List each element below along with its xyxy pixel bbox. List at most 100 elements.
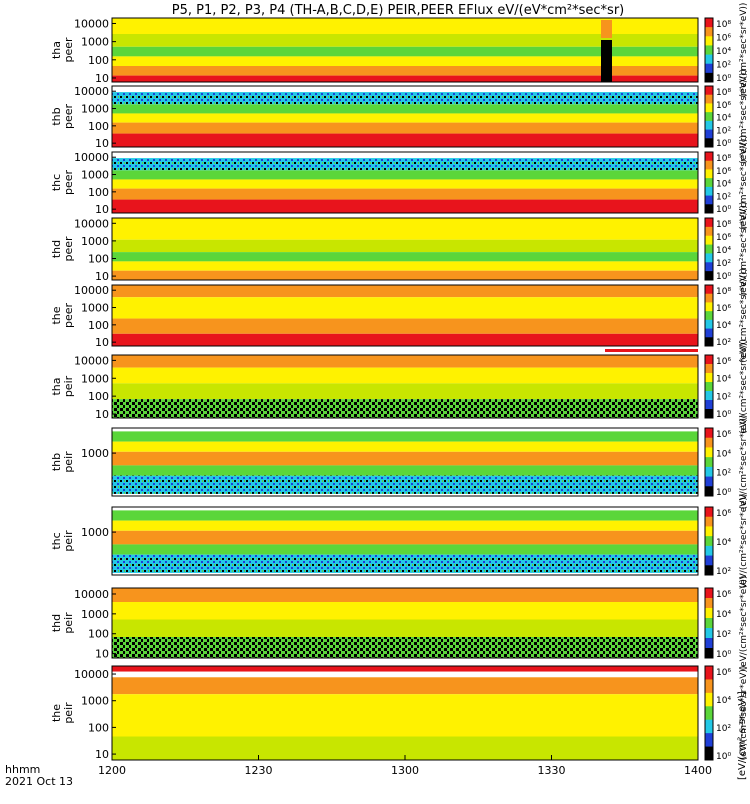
y-tick-label: 10 [95, 270, 109, 283]
spectrum-band [112, 619, 698, 637]
panel-label-line2: peer [62, 104, 75, 130]
colorbar-frame [704, 354, 714, 419]
colorbar-frame [704, 587, 714, 659]
spectrum-band [112, 520, 698, 531]
panel-the-peer: 10000 1000 100 10 the peer 10⁸ 10⁶ 10⁴ 10² (eV/(cm… [50, 268, 749, 363]
colorbar-segment [705, 545, 713, 557]
colorbar-segment [705, 598, 713, 609]
colorbar-tick-label: 10⁰ [716, 650, 731, 660]
colorbar-tick-label: 10⁴ [716, 696, 731, 706]
colorbar-segment [705, 746, 713, 761]
colorbar-units: (eV/(cm²*sec*sr*eV)) [739, 666, 749, 761]
spectrum-band [112, 736, 698, 760]
colorbar-segment [705, 555, 713, 566]
spectrum-band [112, 270, 698, 280]
colorbar-segment [705, 536, 713, 547]
colorbar-units-label: [eV/(cm²-s-sr-eV)] [737, 691, 748, 780]
colorbar-segment [705, 648, 713, 659]
colorbar-segment [705, 186, 713, 197]
panel-frame [111, 284, 699, 347]
colorbar-tick-label: 10² [716, 61, 731, 71]
panel-label-line1: thc [50, 532, 63, 549]
y-tick-label: 100 [88, 721, 109, 734]
spectrum-band [112, 637, 698, 658]
colorbar-tick-label: 10⁴ [716, 114, 731, 124]
spectrum-band [112, 66, 698, 76]
colorbar-tick-label: 10² [716, 724, 731, 734]
colorbar: 10⁸ 10⁶ 10⁴ 10² (eV/(cm²*sec*sr*eV)) [704, 268, 749, 363]
colorbar-segment [705, 638, 713, 649]
colorbar-segment [705, 382, 713, 392]
colorbar-segment [705, 138, 713, 148]
colorbar-segment [705, 409, 713, 419]
panel-frame [111, 427, 699, 497]
colorbar-tick-label: 10² [716, 567, 731, 577]
y-tick-label: 1000 [81, 526, 109, 539]
colorbar-units: (eV/(cm²*sec*sr*eV)) [739, 135, 749, 230]
spectrum-band [112, 493, 698, 496]
panel-frame [111, 217, 699, 281]
spectrum-band [112, 465, 698, 476]
colorbar-segment [705, 18, 713, 28]
colorbar-tick-label: 10² [716, 338, 731, 348]
colorbar-segment [705, 328, 713, 338]
colorbar-segment [705, 72, 713, 83]
colorbar-segment [705, 120, 713, 131]
panel-thd-peir: 10000 1000 100 10 thd peir 10⁶ 10⁴ 10² 10⁰ (eV/(cm… [50, 576, 749, 671]
panel-label-line1: thd [50, 240, 63, 258]
panel-tha-peir: 10000 1000 100 10 tha peir 10⁶ 10⁴ 10² 10⁰ (eV/(cm… [50, 339, 749, 434]
colorbar-segment [705, 476, 713, 487]
colorbar-segment [705, 516, 713, 527]
spectrum-band [112, 56, 698, 66]
colorbar-tick-label: 10⁰ [716, 488, 731, 498]
panel-frame [111, 151, 699, 214]
colorbar-tick-label: 10⁴ [716, 375, 731, 385]
colorbar-frame [704, 506, 714, 576]
colorbar-segment [705, 486, 713, 497]
y-tick-label: 1000 [81, 235, 109, 248]
spectrum-band [112, 475, 698, 494]
colorbar-segment [705, 27, 713, 37]
colorbar-tick-label: 10⁰ [716, 752, 731, 762]
spectrum-band [112, 694, 698, 737]
colorbar-tick-label: 10⁸ [716, 287, 731, 297]
colorbar-tick-label: 10⁴ [716, 47, 731, 57]
panel-frame [111, 17, 699, 83]
spectrum-band [112, 333, 698, 346]
data-gap-top [601, 20, 612, 38]
x-axis-label-date: 2021 Oct 13 [5, 775, 73, 788]
colorbar-tick-label: 10² [716, 259, 731, 269]
colorbar-tick-label: 10⁰ [716, 272, 731, 282]
colorbar-units: (eV/(cm²*sec*sr*eV)) [739, 202, 749, 297]
colorbar-tick-label: 10⁴ [716, 180, 731, 190]
y-tick-label: 10000 [74, 588, 109, 601]
panel-label-line2: peir [62, 702, 75, 724]
colorbar-frame [704, 284, 714, 347]
y-tick-label: 1000 [81, 169, 109, 182]
y-tick-label: 10000 [74, 85, 109, 98]
figure-title: P5, P1, P2, P3, P4 (TH-A,B,C,D,E) PEIR,P… [172, 3, 625, 18]
panel-label-line2: peer [62, 170, 75, 196]
colorbar-tick-label: 10⁶ [716, 101, 731, 111]
y-tick-label: 10000 [74, 284, 109, 297]
colorbar-segment [705, 103, 713, 113]
colorbar-segment [705, 63, 713, 74]
colorbar-segment [705, 271, 713, 281]
y-tick-label: 10000 [74, 151, 109, 164]
spectrum-band [112, 252, 698, 262]
spectrum-band [112, 92, 698, 105]
y-tick-label: 1000 [81, 695, 109, 708]
panel-label-line2: peir [62, 375, 75, 397]
y-tick-label: 100 [88, 628, 109, 641]
colorbar-tick-label: 10² [716, 630, 731, 640]
colorbar-segment [705, 152, 713, 162]
colorbar-segment [705, 526, 713, 537]
panel-label-line1: tha [50, 377, 63, 395]
colorbar-tick-label: 10⁰ [716, 205, 731, 215]
colorbar-tick-label: 10⁴ [716, 246, 731, 256]
spectrum-band [112, 530, 698, 545]
y-tick-label: 10 [95, 336, 109, 349]
colorbar: 10⁸ 10⁶ 10⁴ 10² 10⁰ (eV/(cm²*sec*sr*eV)) [704, 3, 749, 97]
colorbar-units: (eV/(cm²*sec*sr*eV)) [739, 576, 749, 671]
